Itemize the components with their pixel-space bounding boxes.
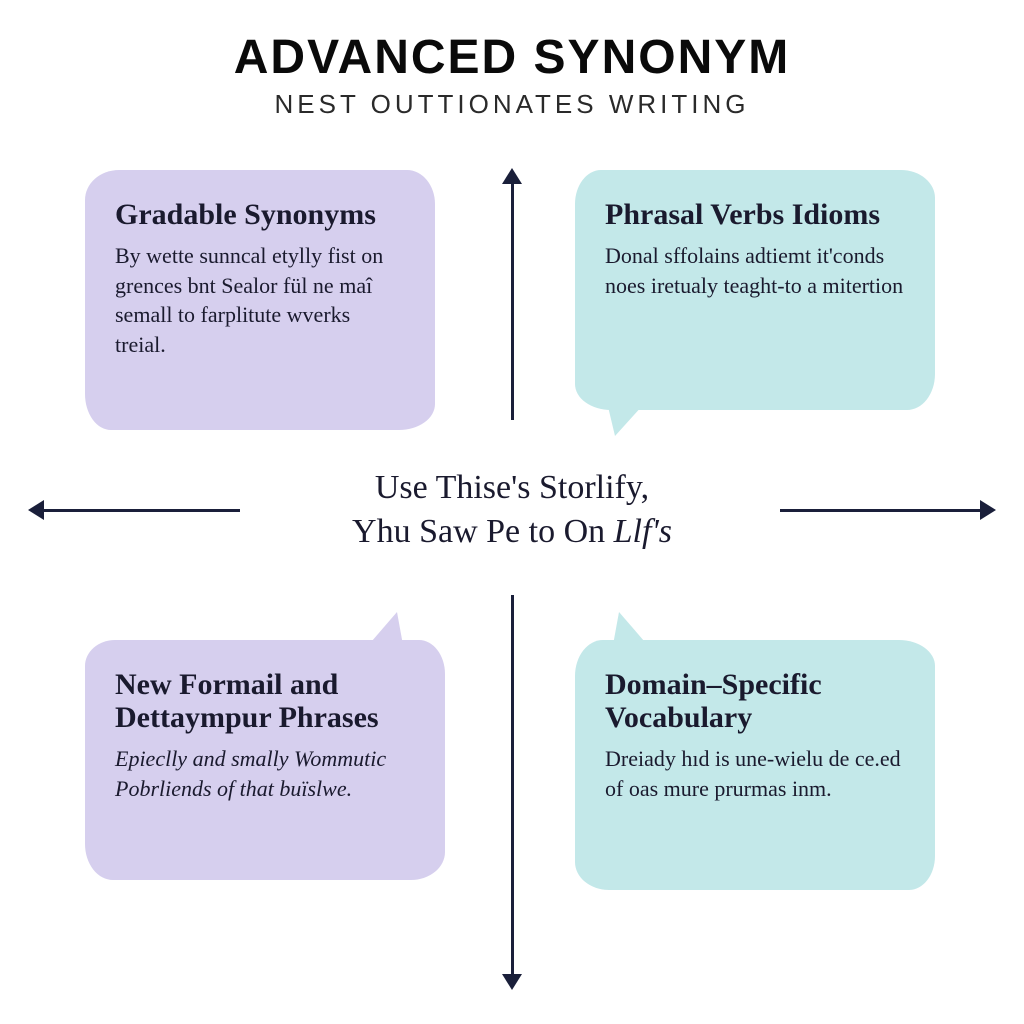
bubble-body: Dreiady hıd is une-wielu de ce.ed of oas… bbox=[605, 744, 905, 803]
page-subtitle: NEST OUTTIONATES WRITING bbox=[0, 89, 1024, 120]
bubble-title: Phrasal Verbs Idioms bbox=[605, 198, 905, 231]
center-line-2-italic: Llf's bbox=[614, 513, 672, 550]
speech-tail-icon bbox=[359, 612, 405, 656]
arrow-left-head-icon bbox=[28, 500, 44, 520]
center-line-2: Yhu Saw Pe to On Llf's bbox=[252, 510, 772, 554]
bubble-body: Donal sffolains adtiemt it'conds noes ir… bbox=[605, 241, 905, 300]
bubble-new-formail-phrases: New Formail and Dettaympur Phrases Epiec… bbox=[85, 640, 445, 880]
bubble-title: New Formail and Dettaympur Phrases bbox=[115, 668, 415, 734]
bubble-gradable-synonyms: Gradable Synonyms By wette sunncal etyll… bbox=[85, 170, 435, 430]
arrow-up bbox=[511, 178, 514, 420]
arrow-down bbox=[511, 595, 514, 980]
arrow-left bbox=[38, 509, 240, 512]
bubble-phrasal-verbs-idioms: Phrasal Verbs Idioms Donal sffolains adt… bbox=[575, 170, 935, 410]
arrow-right-head-icon bbox=[980, 500, 996, 520]
center-line-1: Use Thise's Storlify, bbox=[252, 466, 772, 510]
bubble-domain-specific-vocabulary: Domain–Specific Vocabulary Dreiady hıd i… bbox=[575, 640, 935, 890]
bubble-body: By wette sunncal etylly fist on grences … bbox=[115, 241, 405, 360]
header: ADVANCED SYNONYM NEST OUTTIONATES WRITIN… bbox=[0, 0, 1024, 120]
arrow-down-head-icon bbox=[502, 974, 522, 990]
arrow-up-head-icon bbox=[502, 168, 522, 184]
center-caption: Use Thise's Storlify, Yhu Saw Pe to On L… bbox=[252, 466, 772, 554]
arrow-right bbox=[780, 509, 986, 512]
page-title: ADVANCED SYNONYM bbox=[0, 30, 1024, 85]
bubble-title: Gradable Synonyms bbox=[115, 198, 405, 231]
bubble-body: Epieclly and smally Wommutic Pobrliends … bbox=[115, 744, 415, 803]
bubble-title: Domain–Specific Vocabulary bbox=[605, 668, 905, 734]
speech-tail-icon bbox=[605, 394, 653, 436]
center-line-2-prefix: Yhu Saw Pe to On bbox=[352, 513, 614, 550]
speech-tail-icon bbox=[611, 612, 657, 656]
